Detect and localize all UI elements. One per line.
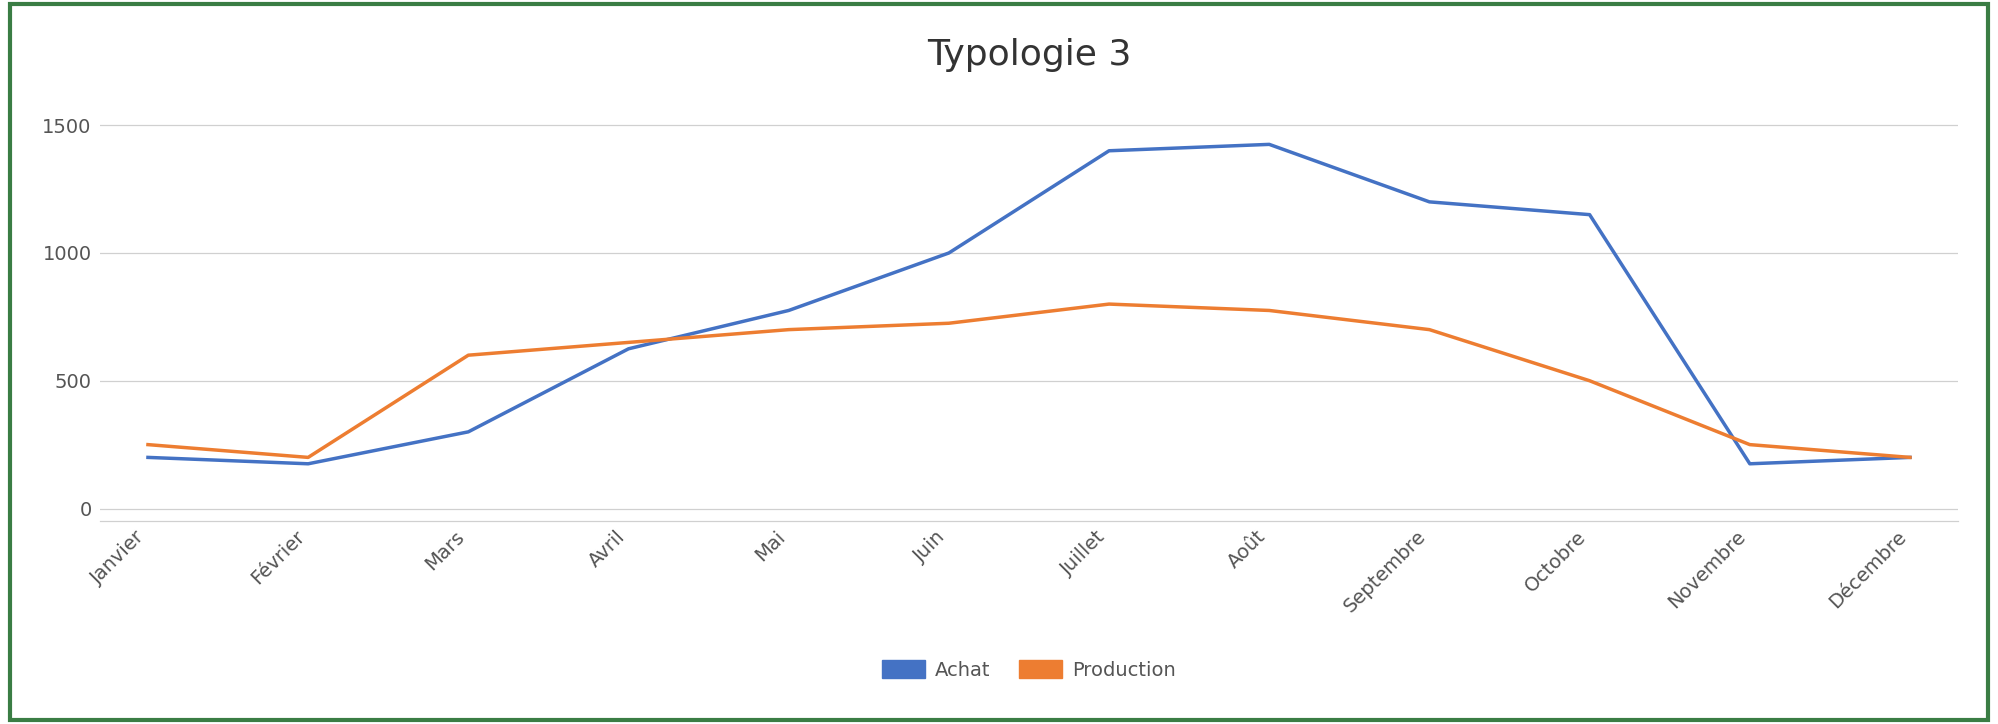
Line: Production: Production xyxy=(148,304,1910,458)
Production xyxy=(937,319,961,327)
Production xyxy=(777,325,801,334)
Production xyxy=(1257,306,1281,315)
Achat xyxy=(1578,210,1602,219)
Production xyxy=(617,338,641,347)
Achat xyxy=(937,248,961,257)
Achat xyxy=(1898,453,1922,462)
Achat xyxy=(1738,460,1762,468)
Production xyxy=(1738,440,1762,449)
Production xyxy=(456,351,480,360)
Legend: Achat, Production: Achat, Production xyxy=(875,652,1183,688)
Achat xyxy=(617,345,641,353)
Production xyxy=(1097,300,1121,308)
Production xyxy=(296,453,320,462)
Achat xyxy=(777,306,801,315)
Line: Achat: Achat xyxy=(148,144,1910,464)
Title: Typologie 3: Typologie 3 xyxy=(927,38,1131,72)
Production xyxy=(1578,376,1602,385)
Achat xyxy=(1097,146,1121,155)
Achat xyxy=(1257,140,1281,148)
Production xyxy=(1417,325,1441,334)
Production xyxy=(1898,453,1922,462)
Achat xyxy=(136,453,160,462)
Achat xyxy=(456,427,480,436)
Achat xyxy=(1417,198,1441,206)
Achat xyxy=(296,460,320,468)
Production xyxy=(136,440,160,449)
